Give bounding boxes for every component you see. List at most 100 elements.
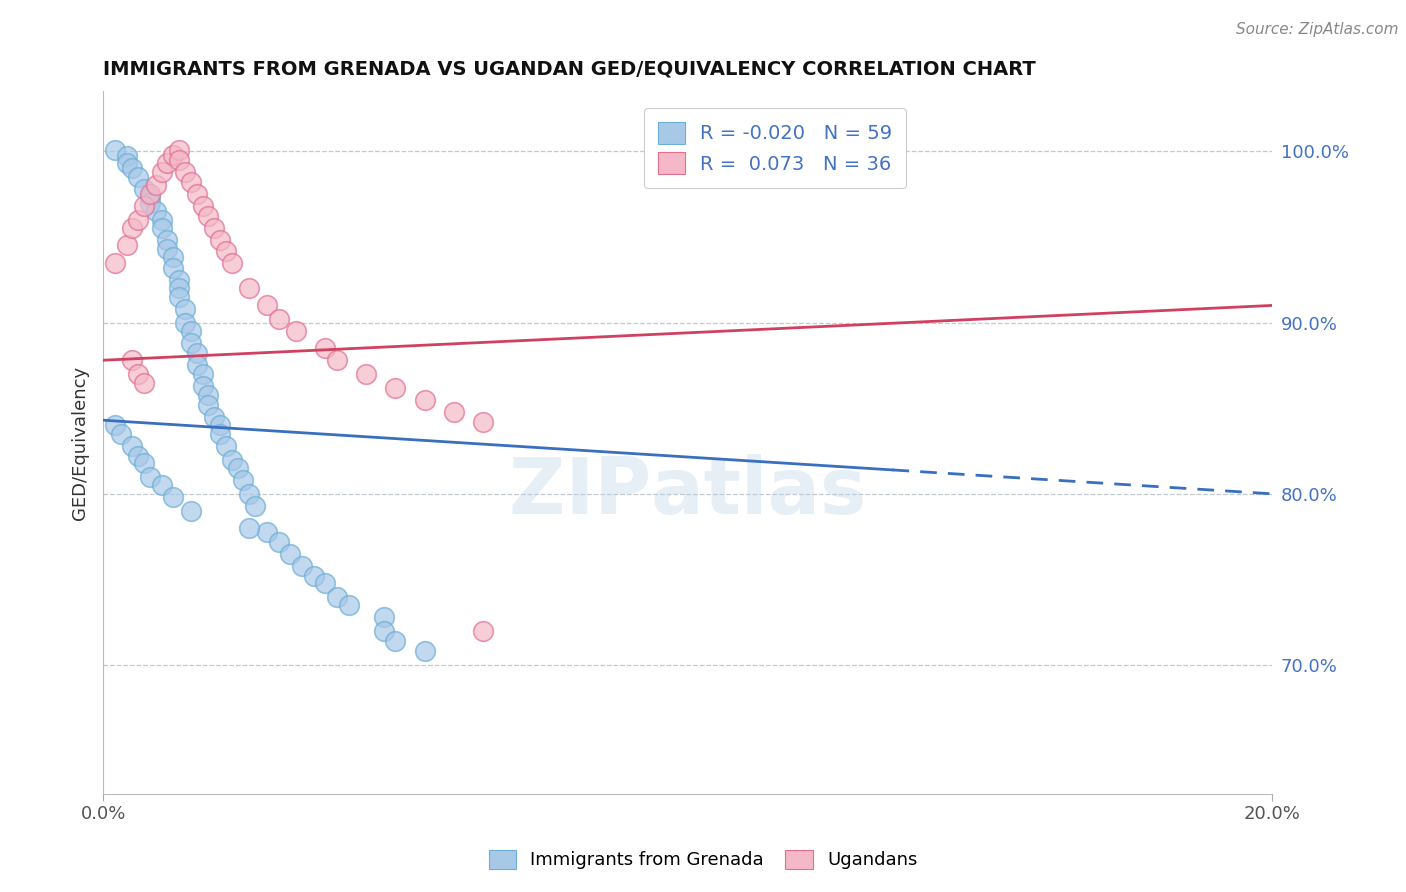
Point bbox=[197, 398, 219, 412]
Legend: R = -0.020   N = 59, R =  0.073   N = 36: R = -0.020 N = 59, R = 0.073 N = 36 bbox=[644, 108, 905, 188]
Point bbox=[238, 281, 260, 295]
Point bbox=[167, 281, 190, 295]
Point bbox=[162, 147, 184, 161]
Point bbox=[121, 221, 143, 235]
Point bbox=[156, 233, 179, 247]
Text: IMMIGRANTS FROM GRENADA VS UGANDAN GED/EQUIVALENCY CORRELATION CHART: IMMIGRANTS FROM GRENADA VS UGANDAN GED/E… bbox=[103, 60, 1036, 78]
Point bbox=[121, 161, 143, 176]
Point bbox=[167, 290, 190, 304]
Point bbox=[209, 426, 232, 441]
Point bbox=[127, 212, 149, 227]
Point bbox=[443, 404, 465, 418]
Point bbox=[132, 182, 155, 196]
Point bbox=[267, 312, 290, 326]
Point bbox=[150, 221, 173, 235]
Point bbox=[472, 624, 495, 638]
Point bbox=[180, 175, 202, 189]
Point bbox=[104, 255, 127, 269]
Point bbox=[191, 367, 214, 381]
Point bbox=[197, 210, 219, 224]
Point bbox=[413, 392, 436, 407]
Point bbox=[202, 409, 225, 424]
Point bbox=[132, 376, 155, 390]
Point bbox=[202, 221, 225, 235]
Point bbox=[326, 590, 349, 604]
Point bbox=[278, 547, 301, 561]
Point bbox=[174, 301, 197, 316]
Point bbox=[326, 353, 349, 368]
Point bbox=[413, 644, 436, 658]
Point bbox=[215, 244, 238, 258]
Point bbox=[221, 452, 243, 467]
Point bbox=[256, 524, 278, 539]
Point bbox=[373, 624, 395, 638]
Point bbox=[243, 499, 266, 513]
Point bbox=[121, 353, 143, 368]
Point bbox=[139, 469, 162, 483]
Point bbox=[256, 298, 278, 312]
Point bbox=[314, 341, 336, 355]
Point bbox=[150, 212, 173, 227]
Point bbox=[139, 195, 162, 210]
Point bbox=[186, 359, 208, 373]
Point bbox=[238, 487, 260, 501]
Point bbox=[221, 255, 243, 269]
Point bbox=[115, 149, 138, 163]
Text: ZIP​atlas: ZIP​atlas bbox=[509, 454, 866, 530]
Point bbox=[384, 381, 406, 395]
Point bbox=[127, 367, 149, 381]
Y-axis label: GED/Equivalency: GED/Equivalency bbox=[72, 366, 89, 519]
Point bbox=[302, 569, 325, 583]
Point bbox=[209, 233, 232, 247]
Point bbox=[132, 456, 155, 470]
Point bbox=[180, 324, 202, 338]
Point bbox=[139, 190, 162, 204]
Point bbox=[232, 473, 254, 487]
Point bbox=[384, 634, 406, 648]
Point bbox=[104, 418, 127, 433]
Point bbox=[191, 379, 214, 393]
Point bbox=[127, 449, 149, 463]
Point bbox=[337, 599, 360, 613]
Point bbox=[174, 165, 197, 179]
Point bbox=[145, 178, 167, 193]
Point bbox=[180, 504, 202, 518]
Point bbox=[186, 346, 208, 360]
Point bbox=[267, 534, 290, 549]
Point bbox=[139, 187, 162, 202]
Point bbox=[291, 558, 314, 573]
Point bbox=[121, 439, 143, 453]
Point bbox=[104, 143, 127, 157]
Point bbox=[145, 204, 167, 219]
Point bbox=[197, 387, 219, 401]
Text: Source: ZipAtlas.com: Source: ZipAtlas.com bbox=[1236, 22, 1399, 37]
Point bbox=[162, 260, 184, 275]
Point bbox=[162, 491, 184, 505]
Point bbox=[191, 199, 214, 213]
Point bbox=[150, 165, 173, 179]
Point bbox=[115, 238, 138, 252]
Point bbox=[472, 415, 495, 429]
Point bbox=[156, 242, 179, 256]
Point bbox=[167, 273, 190, 287]
Point bbox=[174, 316, 197, 330]
Point bbox=[115, 156, 138, 170]
Legend: Immigrants from Grenada, Ugandans: Immigrants from Grenada, Ugandans bbox=[479, 840, 927, 879]
Point bbox=[167, 143, 190, 157]
Point bbox=[373, 610, 395, 624]
Point bbox=[226, 461, 249, 475]
Point bbox=[209, 418, 232, 433]
Point bbox=[132, 199, 155, 213]
Point bbox=[110, 426, 132, 441]
Point bbox=[180, 336, 202, 351]
Point bbox=[186, 187, 208, 202]
Point bbox=[127, 169, 149, 184]
Point bbox=[238, 521, 260, 535]
Point bbox=[156, 156, 179, 170]
Point bbox=[162, 251, 184, 265]
Point bbox=[167, 153, 190, 167]
Point bbox=[285, 324, 308, 338]
Point bbox=[354, 367, 377, 381]
Point bbox=[150, 478, 173, 492]
Point bbox=[314, 576, 336, 591]
